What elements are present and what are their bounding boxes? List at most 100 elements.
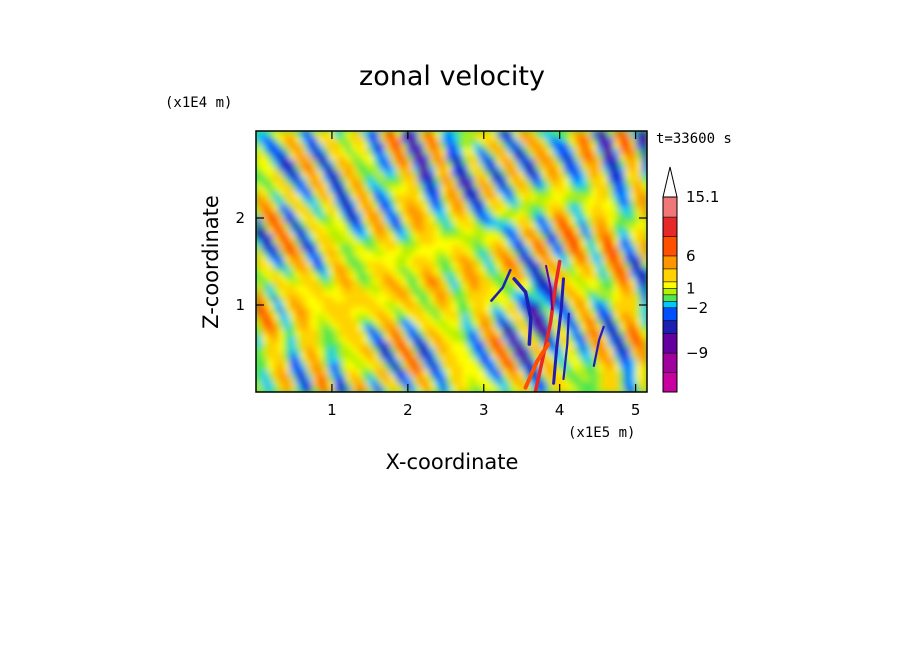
field-cell [512, 340, 520, 348]
field-cell [440, 142, 447, 149]
field-cell [557, 323, 564, 331]
field-cell [512, 329, 520, 336]
field-cell [278, 335, 285, 342]
field-cell [339, 312, 346, 319]
field-cell [479, 131, 486, 138]
field-cell [635, 346, 643, 353]
field-cell [462, 369, 469, 376]
field-cell [552, 204, 559, 212]
time-label: t=33600 s [656, 131, 732, 147]
field-cell [591, 267, 598, 274]
field-cell [468, 255, 475, 263]
field-cell [529, 278, 536, 285]
field-cell [395, 204, 402, 212]
field-cell [384, 346, 391, 353]
field-cell [295, 136, 302, 143]
field-cell [518, 318, 525, 325]
field-cell [518, 346, 525, 353]
field-cell [468, 233, 475, 240]
field-cell [395, 329, 402, 336]
field-cell [384, 233, 391, 240]
field-cell [529, 233, 536, 240]
field-cell [468, 301, 475, 308]
field-cell [289, 153, 296, 160]
field-cell [328, 267, 335, 274]
field-cell [395, 312, 402, 319]
field-cell [339, 301, 346, 308]
field-cell [568, 136, 575, 143]
field-cell [311, 363, 319, 370]
field-cell [457, 380, 464, 387]
field-cell [507, 318, 514, 325]
field-cell [434, 136, 441, 143]
field-cell [429, 199, 436, 206]
field-cell [557, 380, 564, 387]
field-cell [356, 318, 363, 325]
field-cell [607, 295, 615, 302]
field-cell [350, 329, 358, 336]
field-cell [323, 136, 330, 143]
field-cell [339, 295, 346, 302]
field-cell [412, 170, 419, 177]
field-cell [512, 187, 520, 195]
field-cell [317, 255, 324, 263]
field-cell [479, 369, 486, 376]
field-cell [479, 227, 486, 234]
field-cell [624, 278, 631, 285]
field-cell [524, 340, 531, 348]
field-cell [473, 380, 481, 387]
field-cell [401, 312, 408, 319]
field-cell [267, 386, 274, 392]
field-cell [457, 363, 464, 370]
field-cell [339, 323, 346, 331]
field-cell [423, 352, 430, 359]
field-cell [306, 221, 313, 229]
field-cell [485, 204, 492, 212]
field-cell [613, 346, 620, 353]
field-cell [256, 210, 263, 217]
field-cell [311, 159, 319, 166]
field-cell [362, 255, 369, 263]
field-cell [485, 386, 492, 392]
field-cell [390, 216, 397, 223]
field-cell [261, 255, 268, 263]
field-cell [423, 301, 430, 308]
field-cell [395, 261, 402, 268]
field-cell [306, 182, 313, 189]
field-cell [445, 357, 453, 365]
field-cell [261, 374, 268, 382]
field-cell [641, 170, 647, 177]
field-cell [457, 187, 464, 195]
field-cell [417, 255, 425, 263]
field-cell [457, 318, 464, 325]
field-cell [568, 244, 575, 251]
field-cell [540, 306, 548, 314]
field-cell [429, 267, 436, 274]
field-cell [485, 221, 492, 229]
field-cell [334, 131, 341, 138]
field-cell [479, 233, 486, 240]
field-cell [295, 289, 302, 297]
field-cell [278, 153, 285, 160]
field-cell [596, 170, 603, 177]
field-cell [524, 255, 531, 263]
field-cell [490, 244, 497, 251]
field-cell [261, 278, 268, 285]
field-cell [311, 193, 319, 200]
field-cell [468, 346, 475, 353]
field-cell [585, 295, 592, 302]
field-cell [429, 148, 436, 155]
field-cell [619, 187, 626, 195]
field-cell [496, 267, 503, 274]
field-cell [507, 204, 514, 212]
field-cell [401, 227, 408, 234]
field-cell [607, 346, 615, 353]
field-cell [563, 204, 570, 212]
field-cell [289, 210, 296, 217]
field-cell [306, 142, 313, 149]
field-cell [367, 199, 374, 206]
field-cell [445, 301, 453, 308]
field-cell [423, 210, 430, 217]
field-cell [485, 165, 492, 172]
field-cell [300, 261, 307, 268]
